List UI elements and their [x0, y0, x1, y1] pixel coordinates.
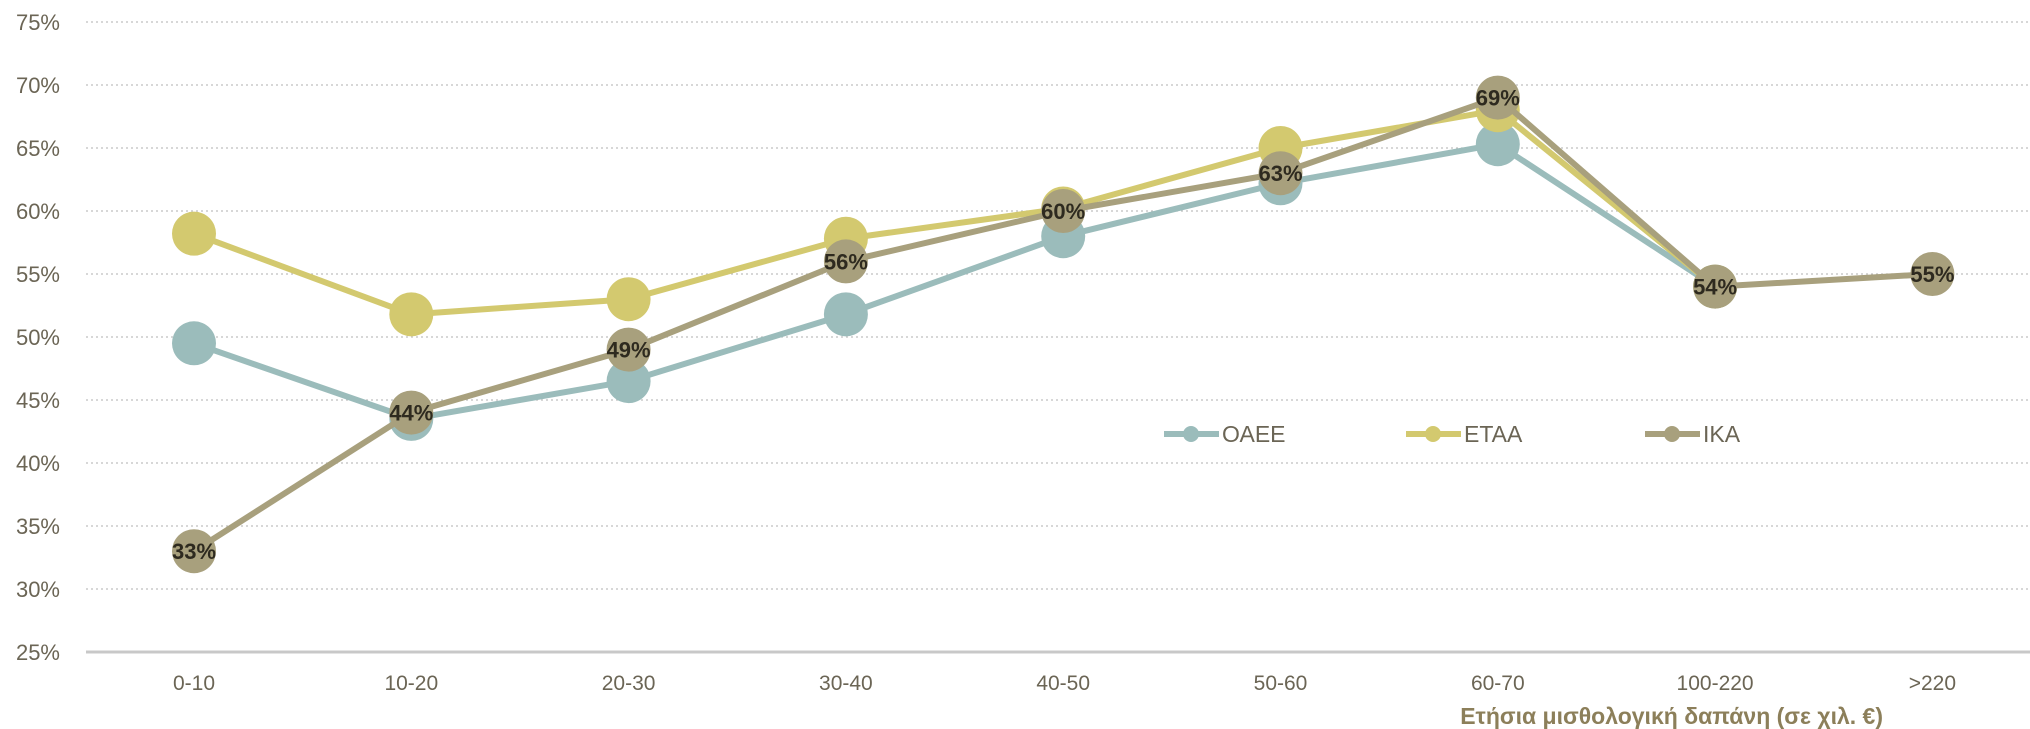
series-line — [192, 94, 1933, 554]
y-tick-label: 25% — [16, 640, 60, 665]
data-point — [172, 529, 216, 574]
y-tick-label: 30% — [16, 577, 60, 602]
data-point — [606, 277, 651, 322]
data-label: 49% — [607, 338, 651, 363]
data-label: 44% — [389, 401, 433, 426]
x-tick-label: 40-50 — [1036, 672, 1090, 695]
data-label: 63% — [1258, 161, 1302, 186]
y-tick-label: 35% — [16, 514, 60, 539]
y-tick-label: 70% — [16, 73, 60, 98]
data-point — [172, 211, 216, 256]
y-tick-label: 40% — [16, 451, 60, 476]
data-point — [389, 390, 434, 435]
legend-label: ΙΚΑ — [1703, 421, 1741, 447]
legend: ΟΑΕΕ ΕΤΑΑ ΙΚΑ — [1164, 421, 1741, 447]
data-label: 56% — [824, 249, 868, 274]
series-lines — [172, 75, 1955, 574]
data-labels: 33% 44% 49% 56% 60% 63% 69% 54% 55% — [172, 86, 1954, 565]
y-tick-label: 60% — [16, 199, 60, 224]
data-label: 33% — [172, 539, 216, 564]
x-tick-label: 60-70 — [1471, 672, 1525, 695]
legend-label: ΟΑΕΕ — [1222, 421, 1286, 447]
data-label: 69% — [1476, 86, 1520, 111]
legend-marker — [1425, 426, 1441, 442]
series-line — [192, 107, 1717, 318]
series-group — [172, 75, 1955, 574]
series-line — [193, 141, 1717, 422]
data-point — [1041, 189, 1086, 233]
y-tick-label: 55% — [16, 262, 60, 287]
data-point — [606, 327, 651, 372]
gridlines — [86, 21, 2030, 590]
y-tick-label: 50% — [16, 325, 60, 350]
data-point — [172, 321, 216, 366]
x-axis-ticks: 0-10 10-20 20-30 30-40 40-50 50-60 60-70 100-22… — [173, 672, 1956, 695]
data-label: 60% — [1041, 199, 1085, 224]
data-point — [1475, 75, 1520, 120]
y-tick-label: 65% — [16, 136, 60, 161]
x-axis-title: Ετήσια μισθολογική δαπάνη (σε χιλ. €) — [1460, 703, 1883, 729]
data-point — [1475, 122, 1520, 167]
x-tick-label: 0-10 — [173, 672, 215, 695]
data-point — [606, 359, 651, 404]
data-point — [1693, 264, 1738, 309]
x-tick-label: >220 — [1909, 672, 1956, 695]
x-tick-label: 20-30 — [602, 672, 656, 695]
data-point — [1910, 252, 1955, 296]
x-tick-label: 10-20 — [384, 672, 438, 695]
data-point — [1258, 151, 1303, 196]
y-tick-label: 75% — [16, 10, 60, 35]
legend-marker — [1183, 426, 1199, 442]
data-label: 55% — [1910, 262, 1954, 287]
data-label: 54% — [1693, 275, 1737, 300]
data-point — [823, 239, 868, 284]
y-tick-label: 45% — [16, 388, 60, 413]
data-point — [823, 292, 868, 337]
legend-label: ΕΤΑΑ — [1464, 421, 1523, 447]
data-point — [389, 292, 434, 337]
y-axis-ticks: 25% 30% 35% 40% 45% 50% 55% 60% 65% 70% 75% — [16, 10, 60, 665]
series-group — [172, 88, 1738, 337]
legend-marker — [1664, 426, 1680, 442]
x-tick-label: 30-40 — [819, 672, 873, 695]
x-tick-label: 100-220 — [1677, 672, 1754, 695]
x-tick-label: 50-60 — [1254, 672, 1308, 695]
